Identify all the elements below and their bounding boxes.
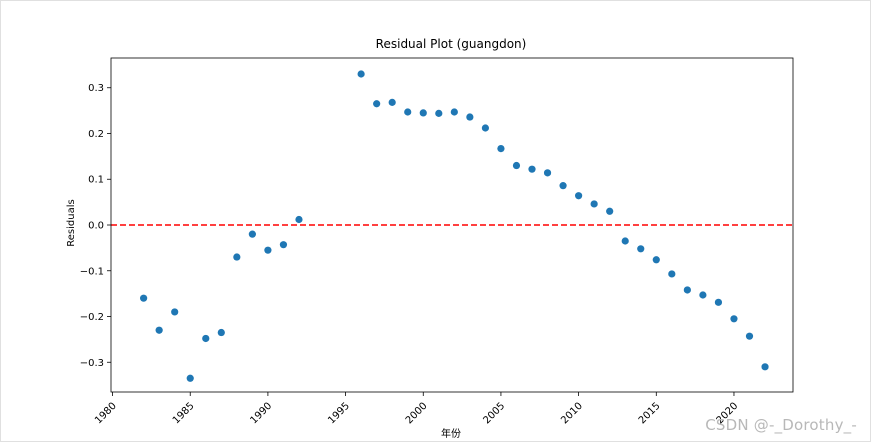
data-point (590, 200, 598, 208)
y-axis-label: Residuals (66, 199, 77, 246)
data-point (186, 374, 194, 382)
data-point (435, 109, 443, 117)
data-point (388, 98, 396, 106)
x-axis-label: 年份 (441, 427, 461, 440)
data-point (528, 165, 536, 173)
data-point (668, 270, 676, 278)
y-tick-label: 0.3 (88, 83, 104, 94)
data-point (652, 256, 660, 264)
data-point (621, 237, 629, 245)
x-tick-label: 1985 (171, 401, 197, 427)
y-tick-label: −0.2 (80, 312, 104, 323)
csdn-watermark: CSDN @-_Dorothy_- (705, 416, 857, 434)
y-tick-label: −0.3 (80, 358, 104, 369)
data-point (295, 215, 303, 224)
x-tick-label: 2005 (482, 401, 508, 427)
plot-area: 1980 1985 1990 1995 2000 2005 2010 2015 2020−0.3… (80, 57, 794, 427)
data-point (575, 192, 583, 200)
data-point (202, 334, 210, 343)
data-point (699, 291, 707, 299)
data-point (279, 241, 288, 249)
x-tick-label: 1980 (93, 401, 119, 427)
data-point (512, 161, 521, 170)
data-point (559, 182, 567, 190)
data-point (637, 245, 645, 253)
data-point (233, 253, 241, 261)
data-point (155, 326, 163, 334)
x-tick-label: 1995 (326, 401, 352, 427)
y-tick-label: 0.0 (88, 221, 104, 232)
y-tick-label: 0.1 (88, 175, 104, 186)
data-point (481, 124, 490, 132)
data-point (450, 108, 458, 116)
data-point (357, 70, 365, 78)
x-tick-label: 2010 (559, 401, 585, 427)
data-point (497, 144, 505, 153)
data-point (606, 207, 614, 215)
data-point (745, 332, 754, 340)
data-point (419, 109, 427, 117)
axes-frame (110, 57, 794, 393)
y-tick-label: 0.2 (88, 129, 104, 140)
x-tick-label: 1990 (248, 401, 274, 427)
data-point (140, 294, 148, 302)
data-point (373, 100, 381, 108)
data-point (404, 108, 412, 116)
data-point (730, 315, 738, 323)
x-tick-label: 2015 (637, 401, 663, 427)
data-point (264, 246, 272, 254)
data-point (714, 298, 723, 306)
chart-title: Residual Plot (guangdon) (376, 37, 527, 51)
data-point (171, 308, 179, 316)
data-point (466, 113, 474, 121)
data-point (761, 363, 769, 371)
data-point (543, 169, 552, 177)
data-point (217, 328, 225, 337)
data-point (248, 230, 256, 238)
x-tick-label: 2000 (404, 401, 430, 427)
data-point (683, 286, 691, 294)
y-tick-label: −0.1 (80, 266, 104, 277)
